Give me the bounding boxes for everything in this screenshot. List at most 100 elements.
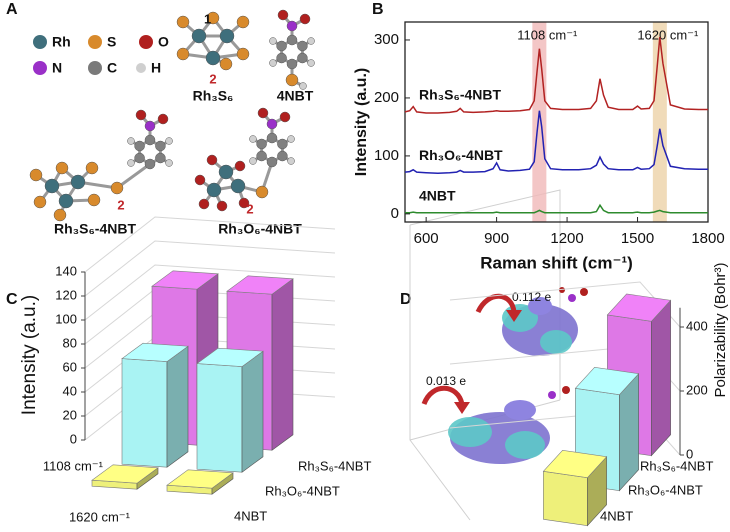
bar-top: [542, 449, 608, 479]
y-tick-label: 200: [686, 382, 708, 397]
atom: [236, 15, 250, 29]
annotation: 1620 cm⁻¹: [637, 27, 699, 42]
charge-label: 0.013 e: [426, 374, 466, 388]
grid-line: [84, 240, 336, 297]
site-label: 2: [209, 71, 216, 86]
spectrum-line: [404, 110, 708, 175]
spectrum-line: [405, 203, 708, 214]
x-tick-label: 1800: [691, 230, 724, 247]
site-label: 2: [117, 197, 124, 212]
atom: [176, 15, 190, 29]
atom: [230, 178, 246, 194]
atom: [53, 208, 67, 222]
atom: [580, 288, 588, 296]
atom: [87, 193, 101, 207]
atom: [29, 168, 43, 182]
atom: [266, 156, 278, 168]
atom: [218, 164, 234, 180]
atom: [307, 59, 315, 67]
y-tick-label: 300: [374, 31, 399, 48]
atom: [559, 287, 565, 293]
series-label: Rh₃O₆-4NBT: [265, 483, 340, 498]
atom: [155, 140, 166, 152]
y-tick-label: 100: [374, 147, 399, 164]
y-tick-label: 40: [63, 383, 77, 398]
atom: [33, 195, 47, 209]
atom: [191, 28, 207, 44]
atom-icon: [136, 63, 146, 73]
bar-top: [91, 464, 159, 484]
atom: [285, 73, 299, 87]
atom: [256, 150, 267, 162]
y-tick-label: 0: [686, 446, 693, 461]
bar-side: [166, 345, 189, 468]
legend-label: O: [158, 34, 169, 50]
bar-top: [166, 469, 234, 489]
site-label: 2: [246, 201, 253, 216]
atom: [307, 37, 315, 45]
isosurface: [421, 287, 588, 464]
atom: [70, 174, 86, 190]
atom: [194, 174, 206, 186]
atom: [144, 134, 156, 146]
atom: [144, 158, 156, 170]
atom: [287, 157, 295, 165]
bar-top: [226, 275, 294, 295]
atom: [234, 160, 246, 172]
atom: [135, 109, 147, 121]
atom: [256, 138, 267, 150]
atom: [257, 107, 269, 119]
annotation: 1108 cm⁻¹: [517, 27, 578, 42]
legend-label: Rh: [52, 34, 71, 50]
molecules: [29, 9, 315, 222]
atom: [269, 37, 277, 45]
legend-label: H: [151, 60, 161, 76]
atom: [568, 294, 576, 302]
atom-icon: [33, 61, 47, 75]
x-axis-label: Raman shift (cm⁻¹): [480, 253, 633, 272]
bar-top: [121, 342, 189, 362]
atom: [238, 197, 250, 209]
atom-icon: [139, 35, 153, 49]
y-tick-label: 20: [63, 407, 77, 422]
atom: [165, 159, 173, 167]
bar-top: [196, 347, 264, 367]
bar-top: [574, 366, 640, 396]
bar-side: [241, 350, 264, 473]
bar-top: [151, 270, 219, 290]
blob: [528, 297, 552, 315]
atom: [134, 152, 145, 164]
atom: [286, 58, 298, 70]
atom: [297, 52, 308, 64]
atom: [236, 47, 250, 61]
y-tick-label: 120: [55, 287, 77, 302]
bond: [116, 162, 151, 190]
atom: [219, 28, 235, 44]
panel-label: D: [400, 291, 412, 308]
atom: [206, 154, 218, 166]
y-axis-label: Polarizability (Bohr³): [712, 262, 729, 397]
atom: [276, 40, 287, 52]
atom: [299, 82, 307, 90]
bar-top: [606, 293, 672, 322]
atom: [297, 40, 308, 52]
atom: [55, 161, 69, 175]
panel-label: B: [372, 1, 384, 18]
plot-frame: [404, 21, 709, 223]
atom-legend: Rh S O N C H: [33, 34, 169, 76]
blob: [448, 417, 492, 447]
atom: [157, 113, 169, 125]
y-axis-label: Intensity (a.u.): [19, 295, 40, 415]
atom: [134, 140, 145, 152]
structure-label: Rh₃S₆: [193, 88, 234, 104]
structure-label: Rh₃O₆-4NBT: [218, 221, 302, 237]
blob: [540, 330, 572, 354]
atom-icon: [88, 35, 102, 49]
panel-label: C: [6, 291, 18, 308]
atom: [249, 135, 257, 143]
atom: [206, 182, 222, 198]
y-tick-label: 60: [63, 359, 77, 374]
y-tick-label: 140: [55, 263, 77, 278]
atom: [205, 50, 221, 66]
